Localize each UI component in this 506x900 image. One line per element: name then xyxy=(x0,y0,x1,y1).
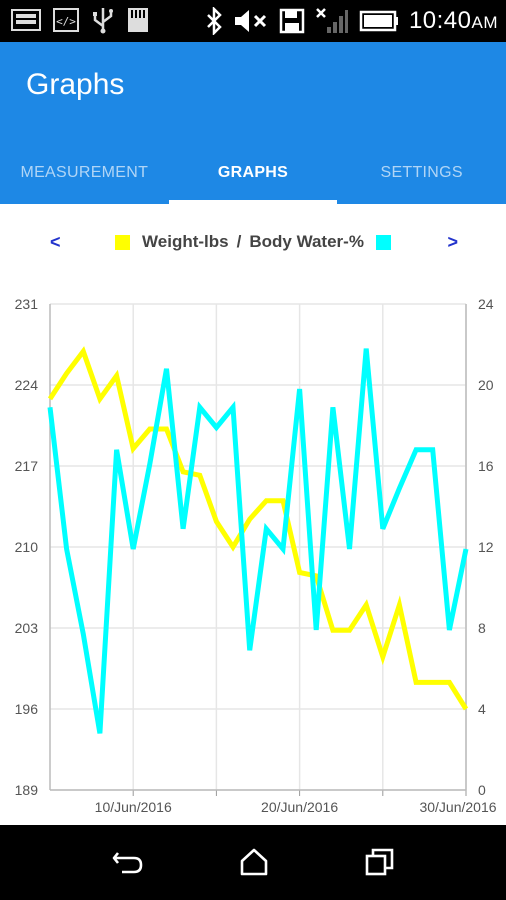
x-tick-label: 20/Jun/2016 xyxy=(261,799,338,815)
y-left-tick-label: 203 xyxy=(15,620,39,636)
line-chart[interactable]: 231 24 224 20 217 16 210 12 203 8 196 4 189 0 10/Jun/2… xyxy=(0,290,506,820)
graph-header: < Weight-lbs / Body Water-% > xyxy=(0,226,506,264)
previous-graph-button[interactable]: < xyxy=(50,232,61,252)
home-icon[interactable] xyxy=(238,847,270,882)
sd-card-icon xyxy=(126,6,150,34)
status-notification-icons: </> xyxy=(10,6,150,34)
chart-legend: Weight-lbs / Body Water-% xyxy=(0,232,506,252)
legend-series-body-water: Body Water-% xyxy=(249,232,364,251)
y-right-tick-label: 12 xyxy=(478,539,494,555)
tab-bar: MEASUREMENT GRAPHS SETTINGS xyxy=(0,142,506,204)
battery-icon xyxy=(359,9,399,33)
y-left-tick-label: 196 xyxy=(15,701,39,717)
code-icon: </> xyxy=(52,7,80,33)
series-line-body-water xyxy=(47,348,469,734)
status-system-icons: 10:40AM xyxy=(205,4,498,38)
image-icon xyxy=(10,7,42,33)
next-graph-button[interactable]: > xyxy=(447,232,458,252)
y-left-tick-label: 217 xyxy=(15,458,39,474)
recent-apps-icon[interactable] xyxy=(364,847,396,882)
status-ampm: AM xyxy=(471,13,498,32)
status-time: 10:40AM xyxy=(409,7,498,35)
y-right-tick-label: 24 xyxy=(478,296,494,312)
y-left-tick-label: 231 xyxy=(15,296,39,312)
usb-icon xyxy=(90,6,116,34)
save-icon xyxy=(279,7,305,35)
page-title: Graphs xyxy=(26,68,125,101)
y-right-tick-label: 8 xyxy=(478,620,486,636)
navigation-bar xyxy=(0,825,506,900)
x-tick-label: 30/Jun/2016 xyxy=(419,799,496,815)
y-left-tick-label: 189 xyxy=(15,782,39,798)
tab-settings[interactable]: SETTINGS xyxy=(380,164,463,181)
tab-measurement[interactable]: MEASUREMENT xyxy=(20,164,149,181)
bluetooth-icon xyxy=(205,7,223,35)
status-bar: </> 10:40AM xyxy=(0,0,506,42)
y-right-tick-label: 20 xyxy=(478,377,494,393)
y-right-tick-label: 0 xyxy=(478,782,486,798)
mute-icon xyxy=(233,7,269,35)
series-line-weight-lbs xyxy=(47,346,469,711)
back-icon[interactable] xyxy=(112,847,144,882)
tab-graphs[interactable]: GRAPHS xyxy=(168,142,338,204)
y-left-tick-label: 224 xyxy=(15,377,39,393)
body-water-legend-swatch xyxy=(375,234,391,250)
weight-legend-swatch xyxy=(115,234,131,250)
y-right-tick-label: 4 xyxy=(478,701,486,717)
chart-series xyxy=(47,346,469,734)
legend-series-weight: Weight-lbs xyxy=(142,232,229,251)
y-right-tick-label: 16 xyxy=(478,458,494,474)
legend-separator: / xyxy=(236,232,242,251)
x-tick-label: 10/Jun/2016 xyxy=(95,799,172,815)
no-signal-icon xyxy=(315,7,349,35)
y-left-tick-label: 210 xyxy=(15,539,39,555)
app-bar: Graphs MEASUREMENT GRAPHS SETTINGS xyxy=(0,42,506,204)
svg-text:</>: </> xyxy=(56,15,76,28)
status-time-value: 10:40 xyxy=(408,7,472,34)
chart-axes: 231 24 224 20 217 16 210 12 203 8 196 4 189 0 10/Jun/2… xyxy=(15,296,497,815)
